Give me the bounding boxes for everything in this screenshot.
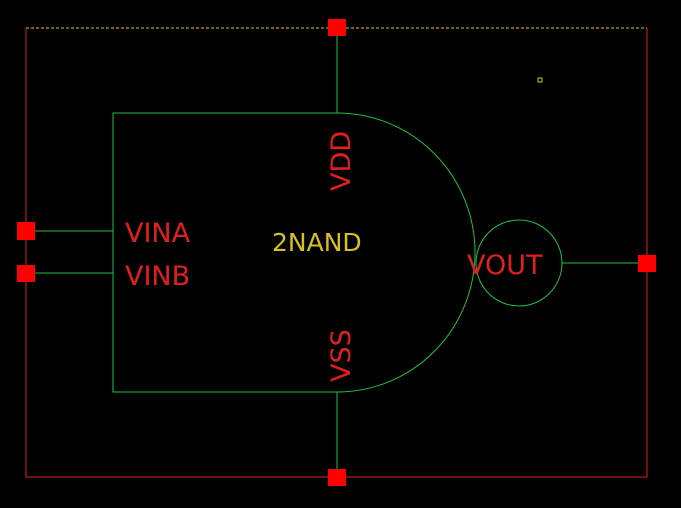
cell-name-label: 2NAND — [272, 228, 362, 257]
vss-label: VSS — [326, 329, 357, 382]
vss-pin[interactable] — [328, 469, 346, 486]
nand-gate-body[interactable] — [112, 112, 476, 393]
origin-marker — [537, 77, 543, 83]
vdd-label: VDD — [326, 131, 357, 191]
vdd-pin[interactable] — [328, 19, 346, 36]
vinb-pin[interactable] — [17, 265, 35, 282]
vinb-label: VINB — [125, 261, 190, 292]
vina-pin[interactable] — [17, 222, 35, 240]
vina-label: VINA — [125, 218, 191, 249]
vout-label: VOUT — [467, 250, 543, 281]
vout-pin[interactable] — [638, 255, 656, 272]
